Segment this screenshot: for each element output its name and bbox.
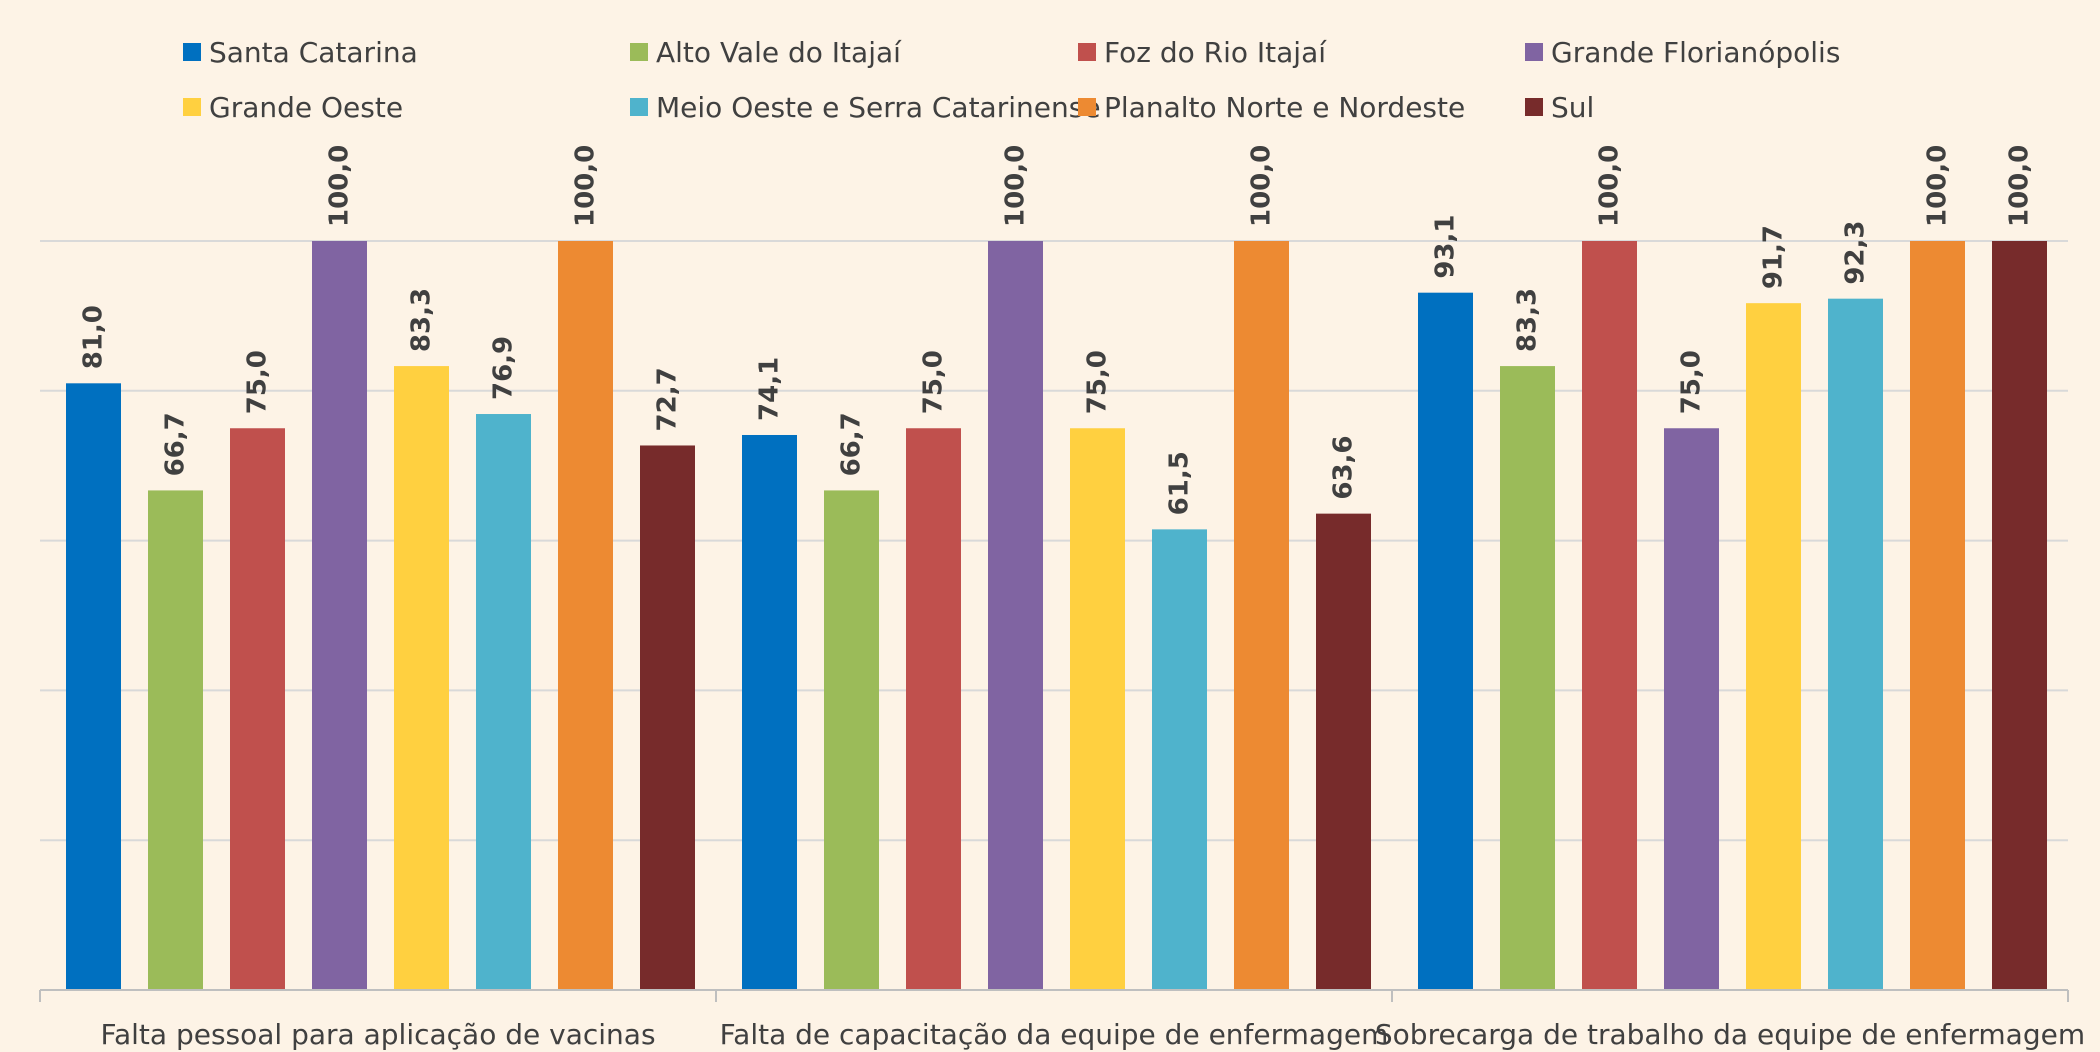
bar <box>312 241 367 990</box>
data-label: 75,0 <box>919 350 949 414</box>
bar <box>1070 428 1125 990</box>
data-label: 76,9 <box>489 336 519 400</box>
bar <box>640 445 695 990</box>
legend-swatch <box>1525 98 1543 116</box>
x-tick-label: Falta de capacitação da equipe de enferm… <box>720 1018 1389 1051</box>
data-label: 93,1 <box>1431 215 1461 279</box>
data-label: 75,0 <box>243 350 273 414</box>
bar <box>824 490 879 990</box>
bar <box>906 428 961 990</box>
bar <box>476 414 531 990</box>
data-label: 100,0 <box>325 145 355 227</box>
data-label: 83,3 <box>407 288 437 352</box>
bar <box>742 434 797 991</box>
bar <box>66 383 121 990</box>
bar <box>1664 428 1719 990</box>
data-label: 66,7 <box>837 412 867 476</box>
gridlines <box>40 240 2068 842</box>
bar <box>148 490 203 990</box>
legend-swatch <box>1078 98 1096 116</box>
bar <box>230 428 285 990</box>
legend-swatch <box>1078 43 1096 61</box>
legend-swatch <box>183 43 201 61</box>
data-label: 61,5 <box>1165 451 1195 515</box>
data-label: 72,7 <box>653 367 683 431</box>
data-label: 100,0 <box>571 145 601 227</box>
legend-swatch <box>630 43 648 61</box>
x-tick-label: Sobrecarga de trabalho da equipe de enfe… <box>1375 1018 2085 1051</box>
legend-swatch <box>1525 43 1543 61</box>
bar <box>1746 303 1801 990</box>
legend-entry: Foz do Rio Itajaí <box>1104 36 1327 69</box>
bar <box>1418 292 1473 990</box>
data-label: 81,0 <box>79 305 109 369</box>
x-axis: Falta pessoal para aplicação de vacinas F… <box>39 989 2085 1051</box>
bar <box>394 366 449 990</box>
data-label: 100,0 <box>1923 145 1953 227</box>
data-label: 83,3 <box>1513 288 1543 352</box>
data-label: 91,7 <box>1759 225 1789 289</box>
data-label: 66,7 <box>161 412 191 476</box>
legend-swatch <box>183 98 201 116</box>
bar <box>1910 241 1965 990</box>
data-label: 75,0 <box>1677 350 1707 414</box>
bar <box>1500 366 1555 990</box>
data-labels: 81,0 66,7 75,0 100,0 83,3 76,9 100,0 72,7 74,1 66… <box>79 145 2035 516</box>
data-label: 92,3 <box>1841 221 1871 285</box>
legend-entry: Alto Vale do Itajaí <box>656 36 902 69</box>
legend: Santa Catarina Alto Vale do Itajaí Foz do … <box>183 36 1840 124</box>
legend-entry: Meio Oeste e Serra Catarinense <box>656 91 1101 124</box>
x-tick-label: Falta pessoal para aplicação de vacinas <box>100 1018 655 1051</box>
legend-entry: Sul <box>1551 91 1594 124</box>
data-label: 100,0 <box>2005 145 2035 227</box>
bar <box>988 241 1043 990</box>
legend-swatch <box>630 98 648 116</box>
bar <box>1582 241 1637 990</box>
data-label: 100,0 <box>1595 145 1625 227</box>
legend-entry: Planalto Norte e Nordeste <box>1104 91 1465 124</box>
bar <box>1316 513 1371 990</box>
data-label: 74,1 <box>755 357 785 421</box>
bar <box>1152 529 1207 990</box>
legend-entry: Grande Florianópolis <box>1551 36 1840 69</box>
bar <box>1992 241 2047 990</box>
bar <box>558 241 613 990</box>
legend-entry: Grande Oeste <box>209 91 403 124</box>
data-label: 75,0 <box>1083 350 1113 414</box>
data-label: 100,0 <box>1247 145 1277 227</box>
data-label: 63,6 <box>1329 435 1359 499</box>
bars <box>66 241 2047 991</box>
bar <box>1828 298 1883 991</box>
data-label: 100,0 <box>1001 145 1031 227</box>
legend-entry: Santa Catarina <box>209 36 418 69</box>
bar <box>1234 241 1289 990</box>
